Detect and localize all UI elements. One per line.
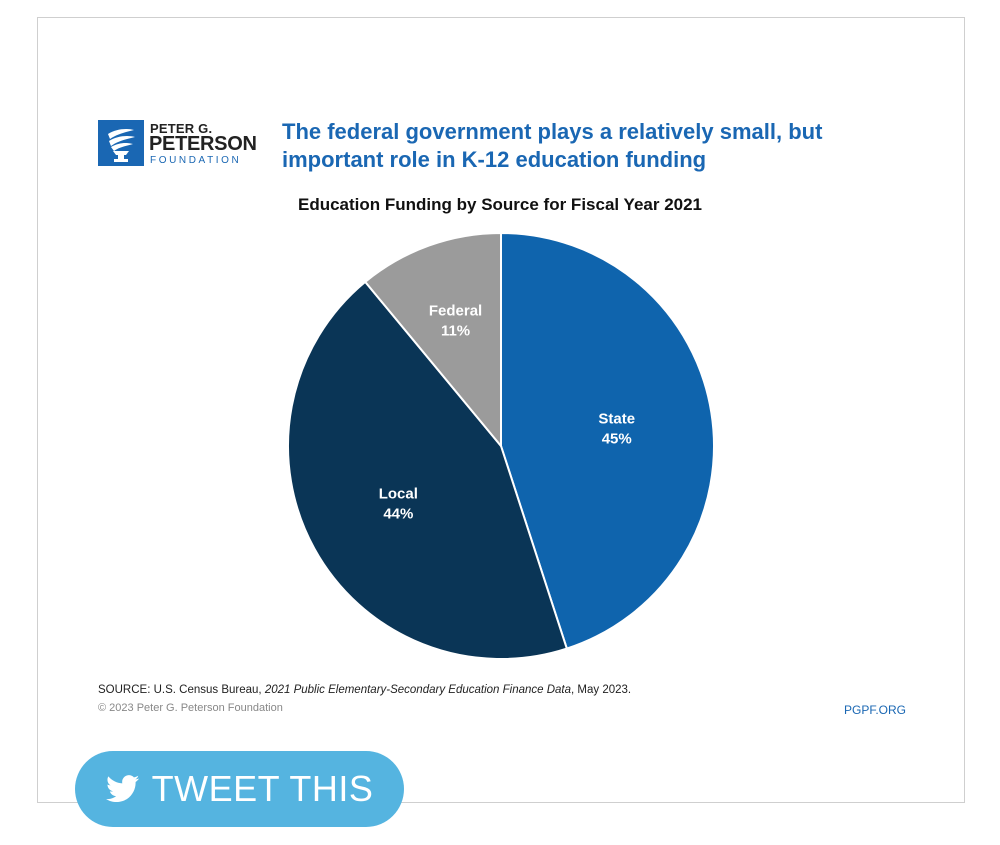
logo-text-line3: FOUNDATION: [150, 155, 242, 166]
tweet-this-button[interactable]: TWEET THIS: [75, 751, 404, 827]
source-title: 2021 Public Elementary-Secondary Educati…: [264, 684, 572, 696]
logo-text-line2: PETERSON: [149, 133, 257, 155]
twitter-bird-icon: [105, 775, 139, 803]
torch-icon: [98, 120, 144, 166]
source-prefix: SOURCE: U.S. Census Bureau,: [98, 684, 265, 696]
source-note: SOURCE: U.S. Census Bureau, 2021 Public …: [98, 684, 631, 696]
headline-line2: important role in K-12 education funding: [282, 147, 707, 172]
peterson-foundation-logo: PETER G. PETERSON FOUNDATION: [98, 120, 258, 168]
headline: The federal government plays a relativel…: [282, 118, 882, 174]
chart-title: Education Funding by Source for Fiscal Y…: [297, 195, 703, 214]
copyright-note: © 2023 Peter G. Peterson Foundation: [98, 702, 283, 714]
headline-line1: The federal government plays a relativel…: [282, 119, 823, 144]
logo-text-line1: PETER G.: [150, 121, 213, 136]
source-suffix: , May 2023.: [571, 684, 632, 696]
site-link[interactable]: PGPF.ORG: [844, 703, 907, 717]
tweet-this-label: TWEET THIS: [151, 768, 374, 809]
